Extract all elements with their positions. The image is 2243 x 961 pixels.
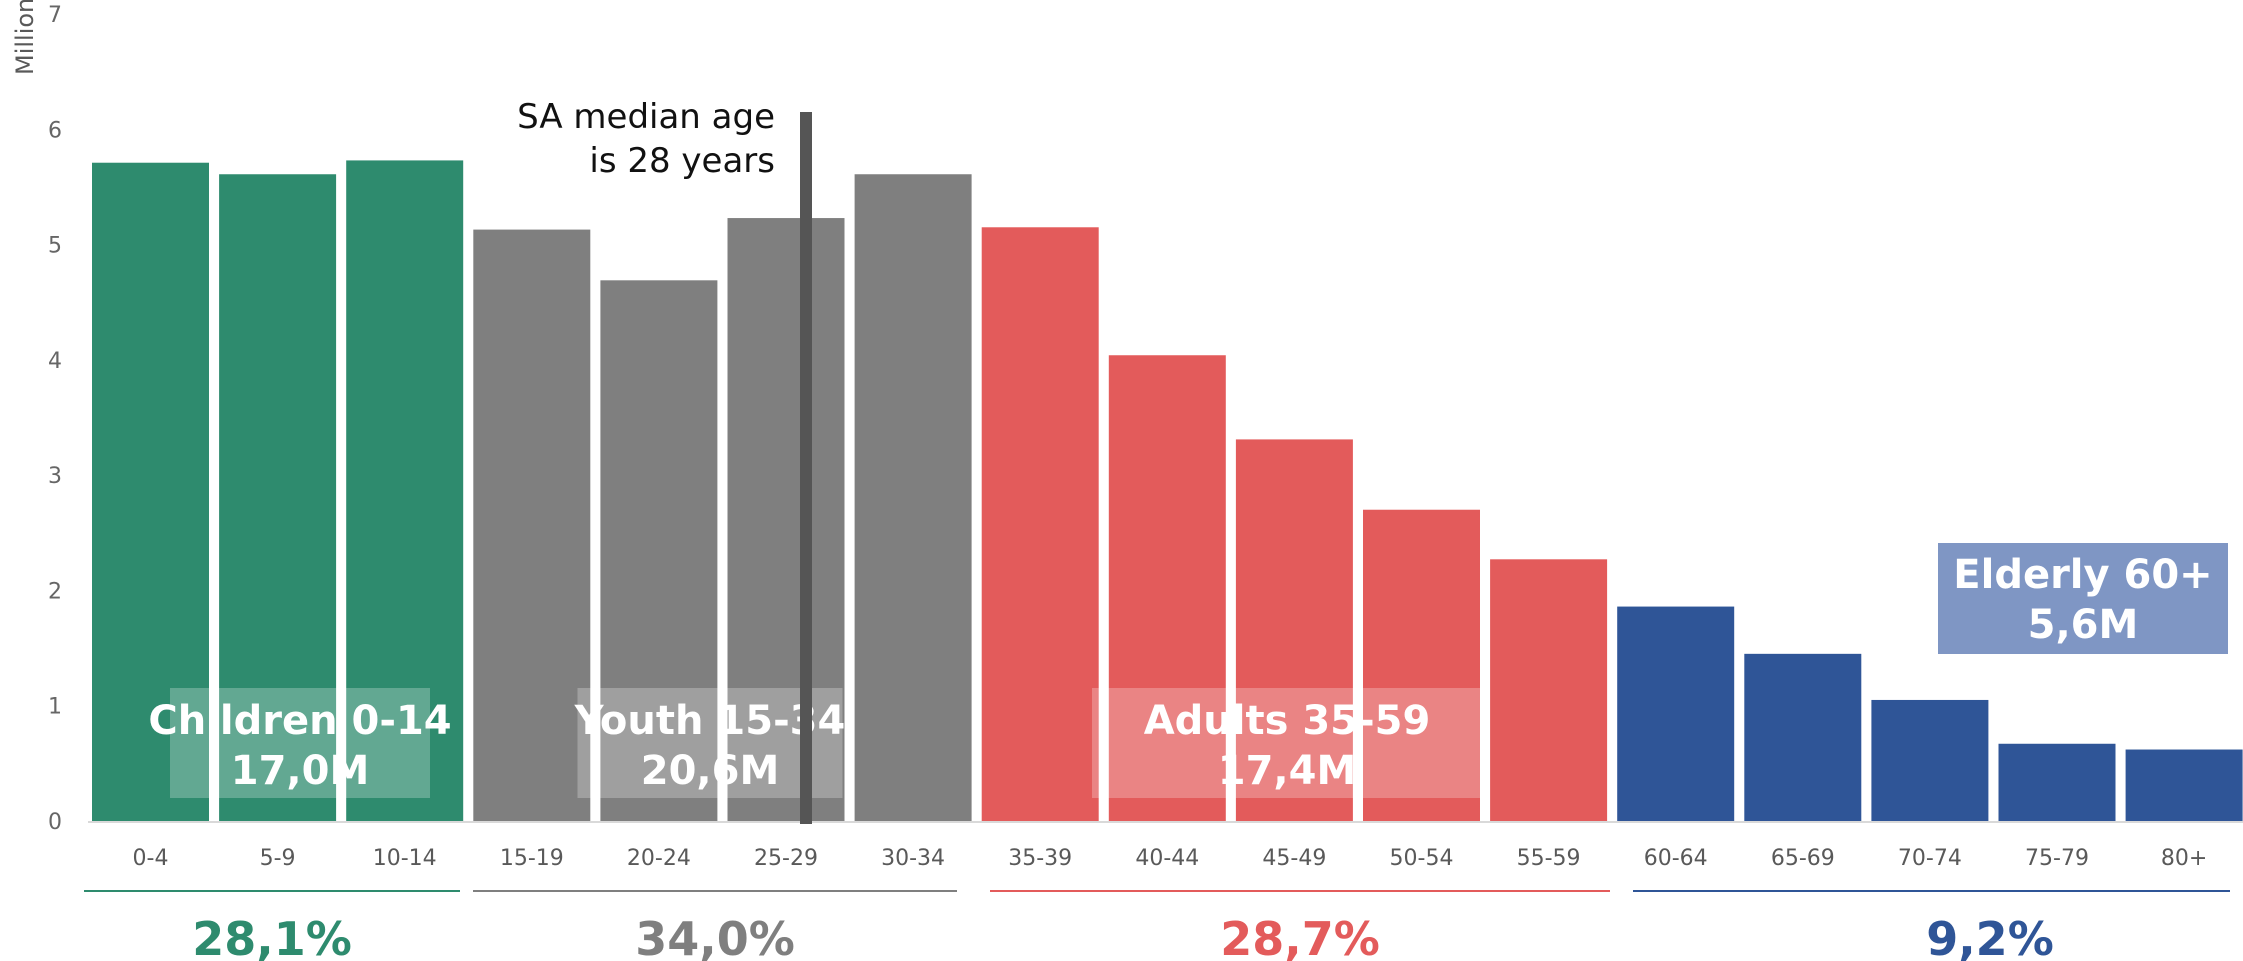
group-share-percent: 34,0%: [635, 912, 795, 961]
bar-75-79: [1998, 743, 2116, 821]
bar-5-9: [219, 174, 337, 822]
bar-65-69: [1744, 653, 1862, 821]
x-tick-label: 5-9: [260, 846, 296, 871]
x-tick-label: 65-69: [1771, 846, 1835, 871]
bar-80+: [2125, 749, 2243, 821]
bar-40-44: [1108, 355, 1226, 821]
median-annotation-line2: is 28 years: [589, 141, 775, 181]
group-label-name: Elderly 60+: [1953, 552, 2212, 598]
bar-55-59: [1490, 559, 1608, 821]
x-tick-label: 10-14: [373, 846, 437, 871]
x-tick-label: 40-44: [1135, 846, 1199, 871]
group-label-backdrop: [1092, 688, 1482, 798]
y-tick-label: 1: [48, 695, 62, 720]
group-label-total: 20,6M: [641, 748, 780, 794]
x-tick-label: 50-54: [1390, 846, 1454, 871]
x-tick-label: 20-24: [627, 846, 691, 871]
group-share-percent: 9,2%: [1926, 912, 2054, 961]
group-label-total: 17,0M: [231, 748, 370, 794]
y-axis: 0 1 2 3 4 5 6 7: [48, 3, 62, 835]
bar-60-64: [1617, 606, 1735, 821]
age-groups: 28,1% 34,0% 28,7% 9,2%: [84, 890, 2230, 961]
x-tick-label: 30-34: [881, 846, 945, 871]
median-annotation-line1: SA median age: [517, 97, 775, 137]
x-tick-label: 15-19: [500, 846, 564, 871]
elderly-label-box: [1938, 543, 2228, 654]
y-tick-label: 6: [48, 118, 62, 143]
y-tick-label: 3: [48, 464, 62, 489]
bars: [88, 160, 2243, 823]
y-tick-label: 0: [48, 810, 62, 835]
group-share-percent: 28,1%: [192, 912, 352, 961]
y-tick-label: 7: [48, 3, 62, 28]
y-tick-label: 2: [48, 579, 62, 604]
x-tick-label: 75-79: [2025, 846, 2089, 871]
x-tick-label: 25-29: [754, 846, 818, 871]
bar-70-74: [1871, 699, 1989, 821]
bar-45-49: [1235, 439, 1353, 821]
group-label-total: 17,4M: [1218, 748, 1357, 794]
x-tick-label: 0-4: [133, 846, 169, 871]
y-axis-label: Millions: [11, 0, 39, 75]
group-share-percent: 28,7%: [1220, 912, 1380, 961]
bar-0-4: [92, 162, 209, 821]
group-label-name: Children 0-14: [148, 698, 451, 744]
x-tick-label: 45-49: [1262, 846, 1326, 871]
x-tick-label: 60-64: [1644, 846, 1708, 871]
x-tick-label: 70-74: [1898, 846, 1962, 871]
x-tick-label: 55-59: [1517, 846, 1581, 871]
group-label-backdrop: [577, 688, 843, 798]
bar-25-29: [727, 218, 845, 821]
group-label-name: Adults 35-59: [1144, 698, 1431, 744]
x-axis: 0-4 5-9 10-14 15-19 20-24 25-29 30-34 35-39 40-4…: [133, 846, 2208, 871]
bar-30-34: [854, 174, 972, 822]
bar-50-54: [1363, 509, 1480, 821]
bar-20-24: [600, 280, 718, 821]
x-tick-label: 35-39: [1008, 846, 1072, 871]
y-tick-label: 5: [48, 234, 62, 259]
y-tick-label: 4: [48, 349, 62, 374]
bar-10-14: [346, 160, 464, 822]
x-tick-label: 80+: [2161, 846, 2207, 871]
bar-35-39: [981, 227, 1099, 821]
group-label-backdrop: [170, 688, 430, 798]
group-label-total: 5,6M: [2028, 602, 2139, 648]
bar-15-19: [473, 229, 591, 821]
